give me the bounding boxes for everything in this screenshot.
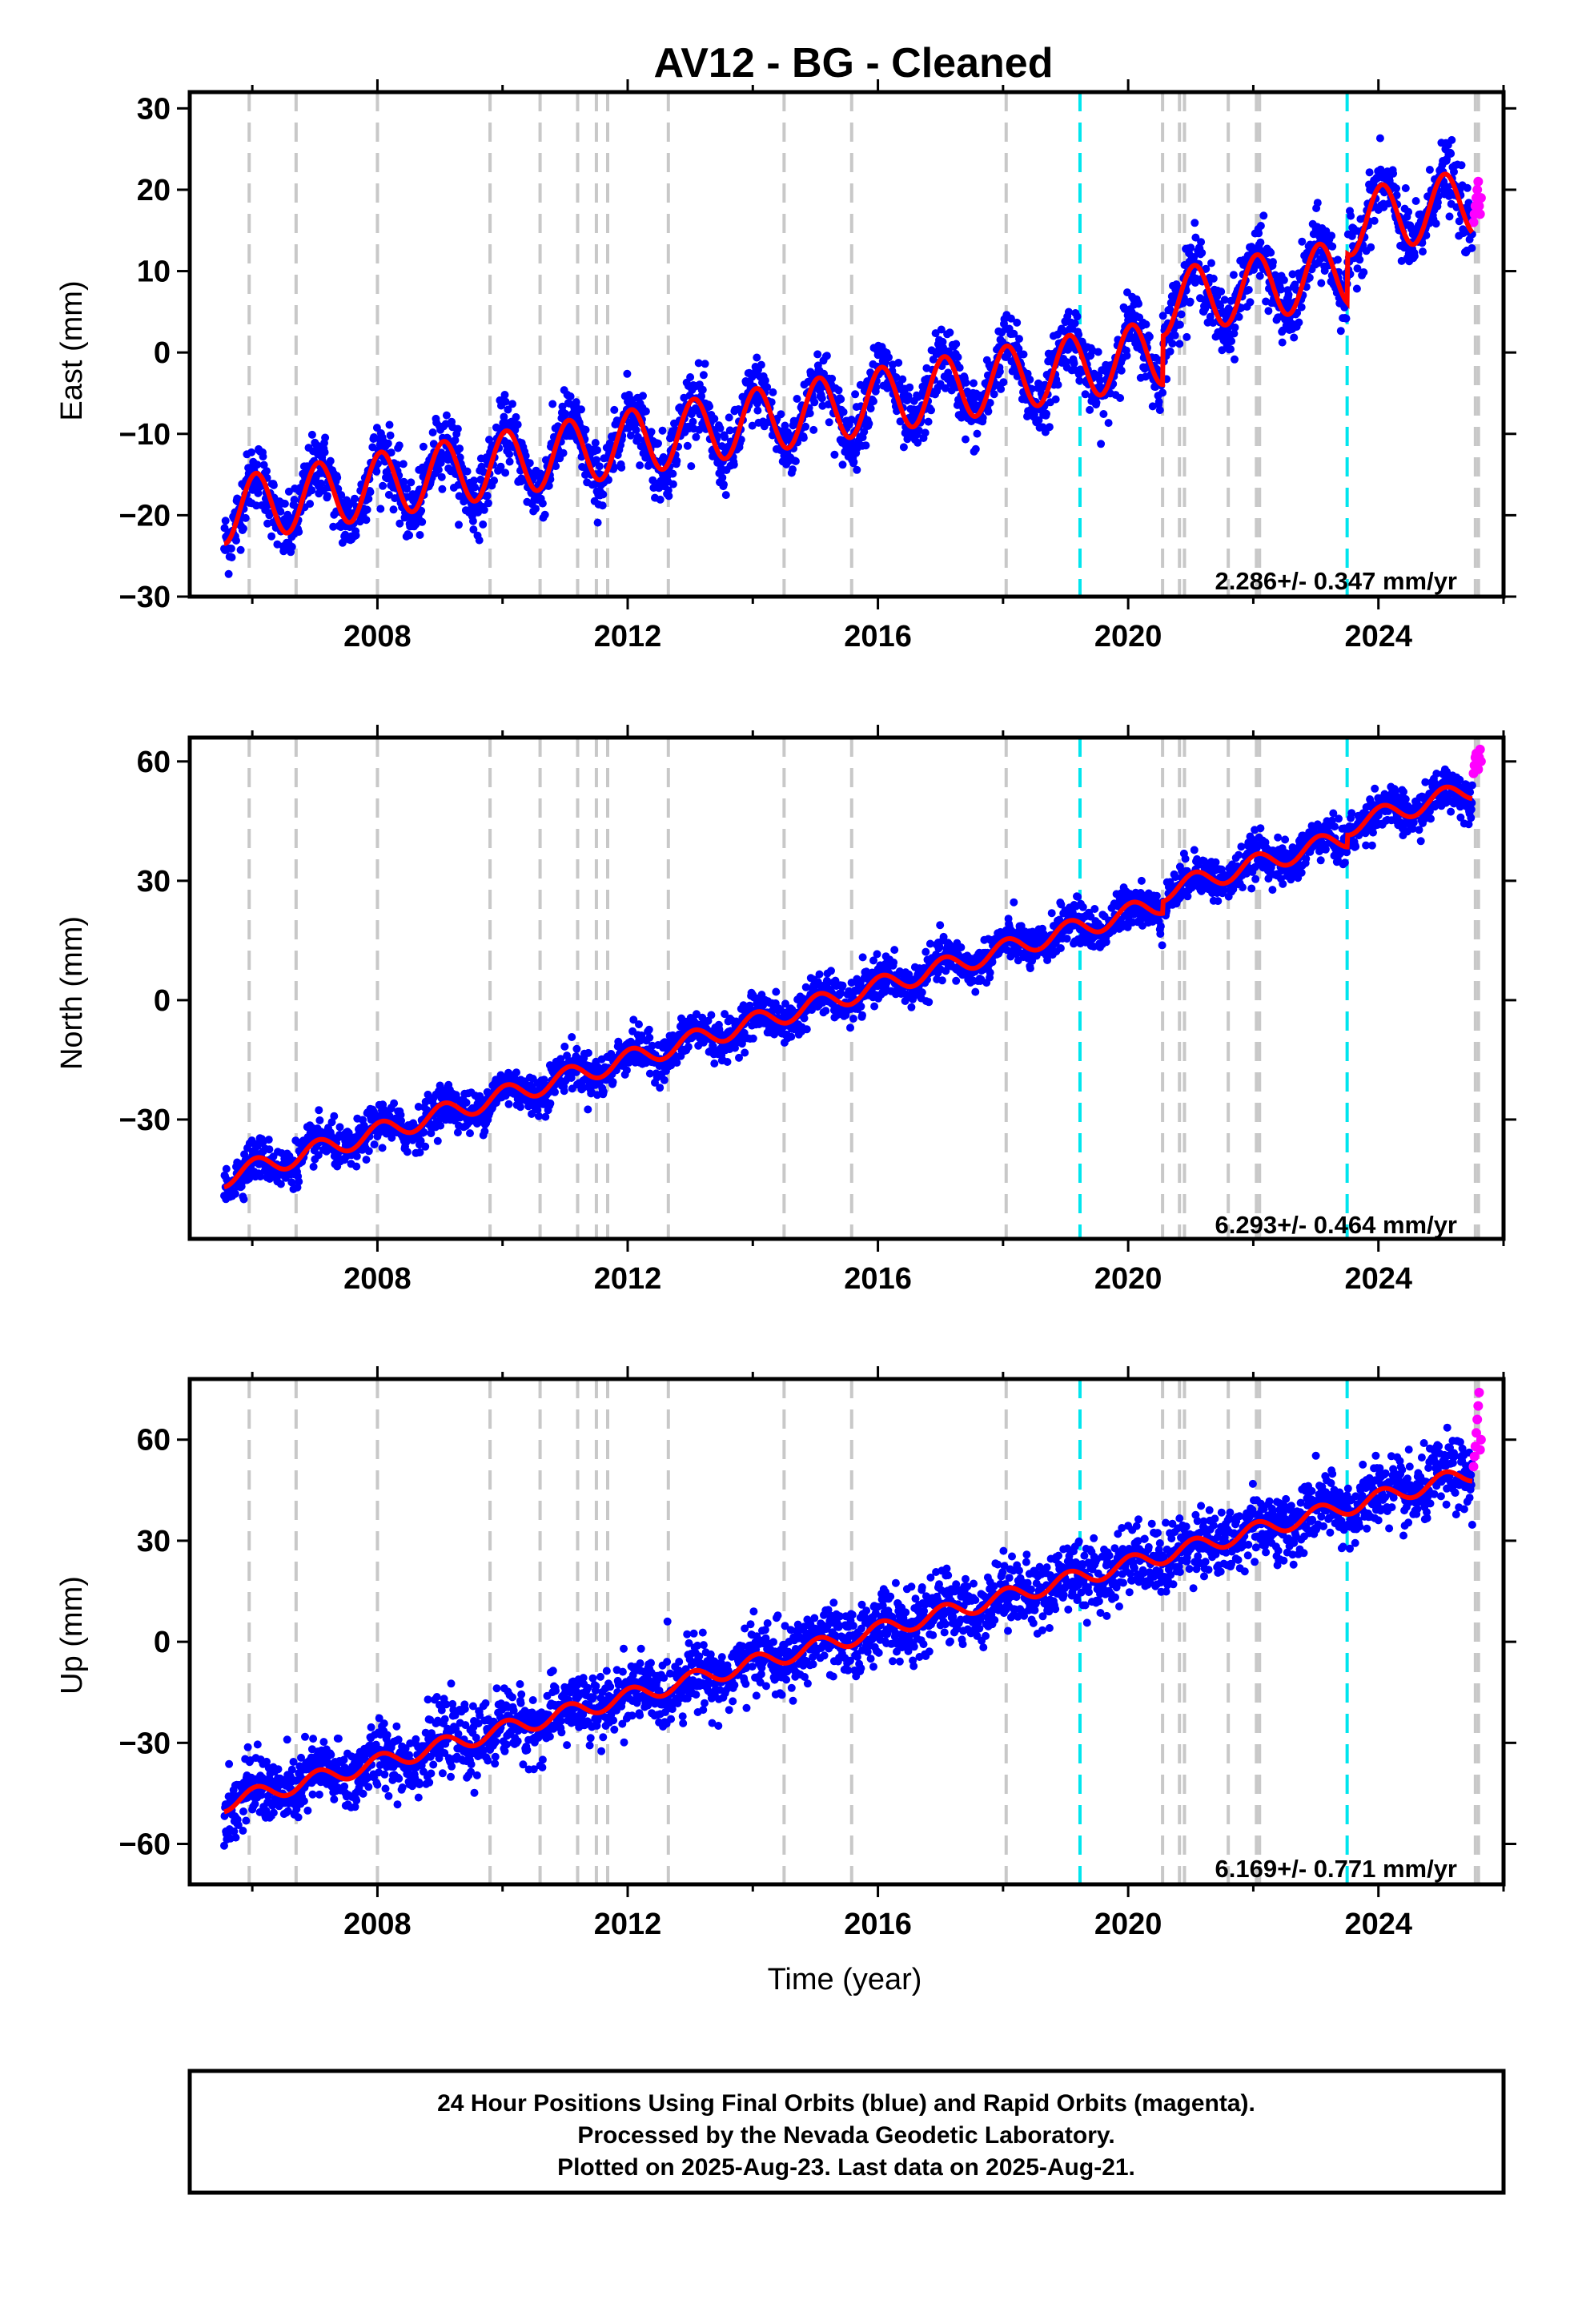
footer-box [187, 2069, 1506, 2195]
x-tick-label: 2012 [594, 1908, 662, 1941]
up-y-axis-label: Up (mm) [55, 1576, 89, 1695]
rapid-orbit-point [1469, 1451, 1480, 1462]
y-tick-label: 30 [137, 865, 171, 899]
x-tick-label: 2012 [594, 620, 662, 653]
rapid-orbit-point [1476, 756, 1486, 766]
final-orbit-point [220, 134, 1476, 578]
up-data-points [220, 1387, 1486, 1850]
footer-line-3: Plotted on 2025-Aug-23. Last data on 202… [557, 2154, 1135, 2181]
footer-line-2: Processed by the Nevada Geodetic Laborat… [577, 2122, 1114, 2149]
y-tick-label: −30 [119, 1727, 171, 1760]
north-axes-frame [187, 735, 1506, 1241]
rapid-orbit-point [1473, 176, 1484, 187]
figure-title: AV12 - BG - Cleaned [654, 40, 1054, 86]
up-axis-ticks: 2008 2012 2016 2020 2024 60 30 0 −30 −60 [119, 1366, 1516, 1941]
y-tick-label: −20 [119, 499, 171, 533]
rapid-orbit-point [1476, 193, 1486, 203]
east-event-lines [247, 92, 1480, 597]
x-axis-label: Time (year) [768, 1963, 922, 1996]
model-curve [223, 171, 1475, 546]
x-tick-label: 2016 [844, 620, 912, 653]
north-event-lines [247, 738, 1480, 1239]
y-tick-label: 20 [137, 174, 171, 207]
up-rate-label: 6.169+/- 0.771 mm/yr [1215, 1855, 1457, 1883]
y-tick-label: 0 [154, 336, 171, 370]
north-model-curve [223, 784, 1473, 1190]
east-data-points [220, 134, 1486, 578]
rapid-orbit-point [1476, 1434, 1486, 1445]
x-tick-label: 2024 [1344, 620, 1412, 653]
y-tick-label: 30 [137, 1525, 171, 1558]
x-tick-label: 2016 [844, 1262, 912, 1296]
east-y-axis-label: East (mm) [55, 280, 89, 420]
x-tick-label: 2024 [1344, 1908, 1412, 1941]
x-tick-label: 2012 [594, 1262, 662, 1296]
rapid-orbit-point [1474, 1387, 1484, 1397]
x-tick-label: 2020 [1094, 620, 1162, 653]
y-tick-label: 60 [137, 1424, 171, 1458]
final-orbit-point [220, 765, 1476, 1204]
rapid-orbit-point [1473, 1401, 1484, 1411]
north-y-axis-label: North (mm) [55, 916, 89, 1070]
rapid-orbit-point [1475, 744, 1485, 754]
final-orbit-point [220, 1423, 1476, 1850]
model-curve [223, 1469, 1473, 1815]
rapid-orbit-point [1475, 1445, 1485, 1455]
model-curve [223, 784, 1473, 1190]
y-tick-label: 0 [154, 1626, 171, 1659]
y-tick-label: −10 [119, 418, 171, 452]
rapid-orbit-point [1473, 764, 1484, 774]
y-tick-label: 60 [137, 746, 171, 779]
east-rate-label: 2.286+/- 0.347 mm/yr [1215, 567, 1457, 595]
east-axes-frame [187, 90, 1506, 599]
east-panel: 2008 2012 2016 2020 2024 30 20 10 0 −10 −20 −30 Eas… [55, 79, 1516, 653]
rapid-orbit-point [1475, 209, 1485, 219]
x-tick-label: 2008 [343, 1908, 412, 1941]
x-tick-label: 2020 [1094, 1262, 1162, 1296]
y-tick-label: 0 [154, 984, 171, 1018]
east-model-curve [223, 171, 1475, 546]
rapid-orbit-point [1472, 184, 1483, 195]
rapid-orbit-point [1474, 201, 1484, 211]
east-axis-ticks: 2008 2012 2016 2020 2024 30 20 10 0 −10 −20 −30 [119, 79, 1516, 653]
up-event-lines [247, 1379, 1480, 1884]
rapid-orbit-point [1472, 1414, 1483, 1425]
axes-frame [187, 1377, 1506, 1887]
y-tick-label: 30 [137, 92, 171, 126]
up-axes-frame [187, 1377, 1506, 1887]
x-tick-label: 2024 [1344, 1262, 1412, 1296]
rapid-orbit-point [1472, 1428, 1482, 1438]
x-tick-label: 2016 [844, 1908, 912, 1941]
footer-line-1: 24 Hour Positions Using Final Orbits (bl… [437, 2090, 1255, 2117]
rapid-orbit-point [1468, 1462, 1479, 1472]
x-tick-label: 2008 [343, 1262, 412, 1296]
up-model-curve [223, 1469, 1473, 1815]
y-tick-label: 10 [137, 255, 171, 289]
axes-frame [187, 90, 1506, 599]
rapid-orbit-point [1468, 217, 1479, 227]
y-tick-label: −60 [119, 1828, 171, 1862]
north-rate-label: 6.293+/- 0.464 mm/yr [1215, 1211, 1457, 1239]
x-tick-label: 2008 [343, 620, 412, 653]
x-tick-label: 2020 [1094, 1908, 1162, 1941]
y-tick-label: −30 [119, 581, 171, 614]
north-axis-ticks: 2008 2012 2016 2020 2024 60 30 0 −30 [119, 725, 1516, 1296]
y-tick-label: −30 [119, 1104, 171, 1137]
axes-frame [187, 735, 1506, 1241]
